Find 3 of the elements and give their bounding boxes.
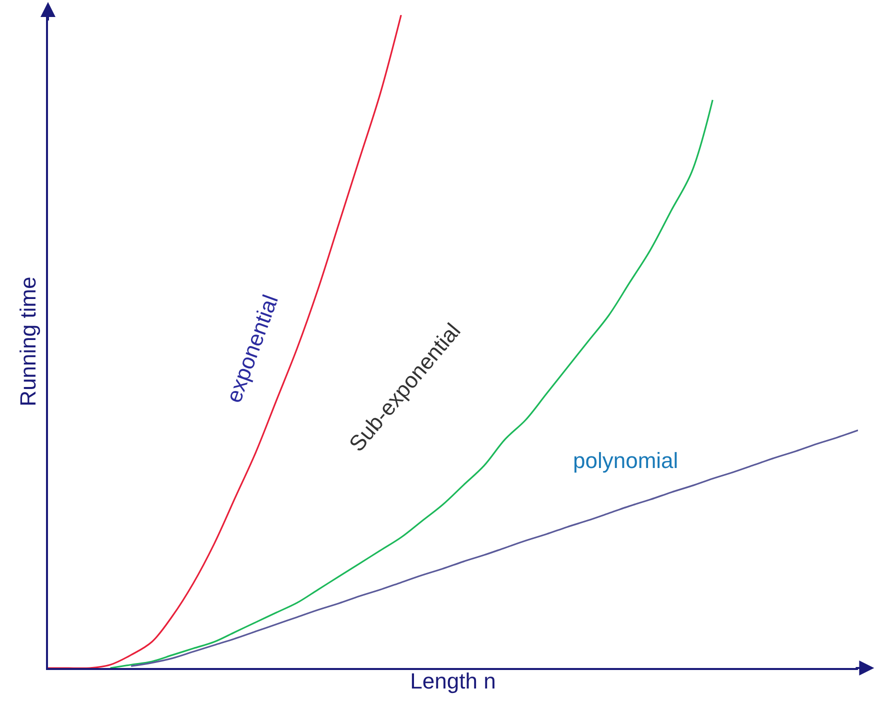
series-label: polynomial <box>573 448 678 473</box>
y-axis-title: Running time <box>15 276 40 406</box>
x-axis-title: Length n <box>410 668 496 694</box>
